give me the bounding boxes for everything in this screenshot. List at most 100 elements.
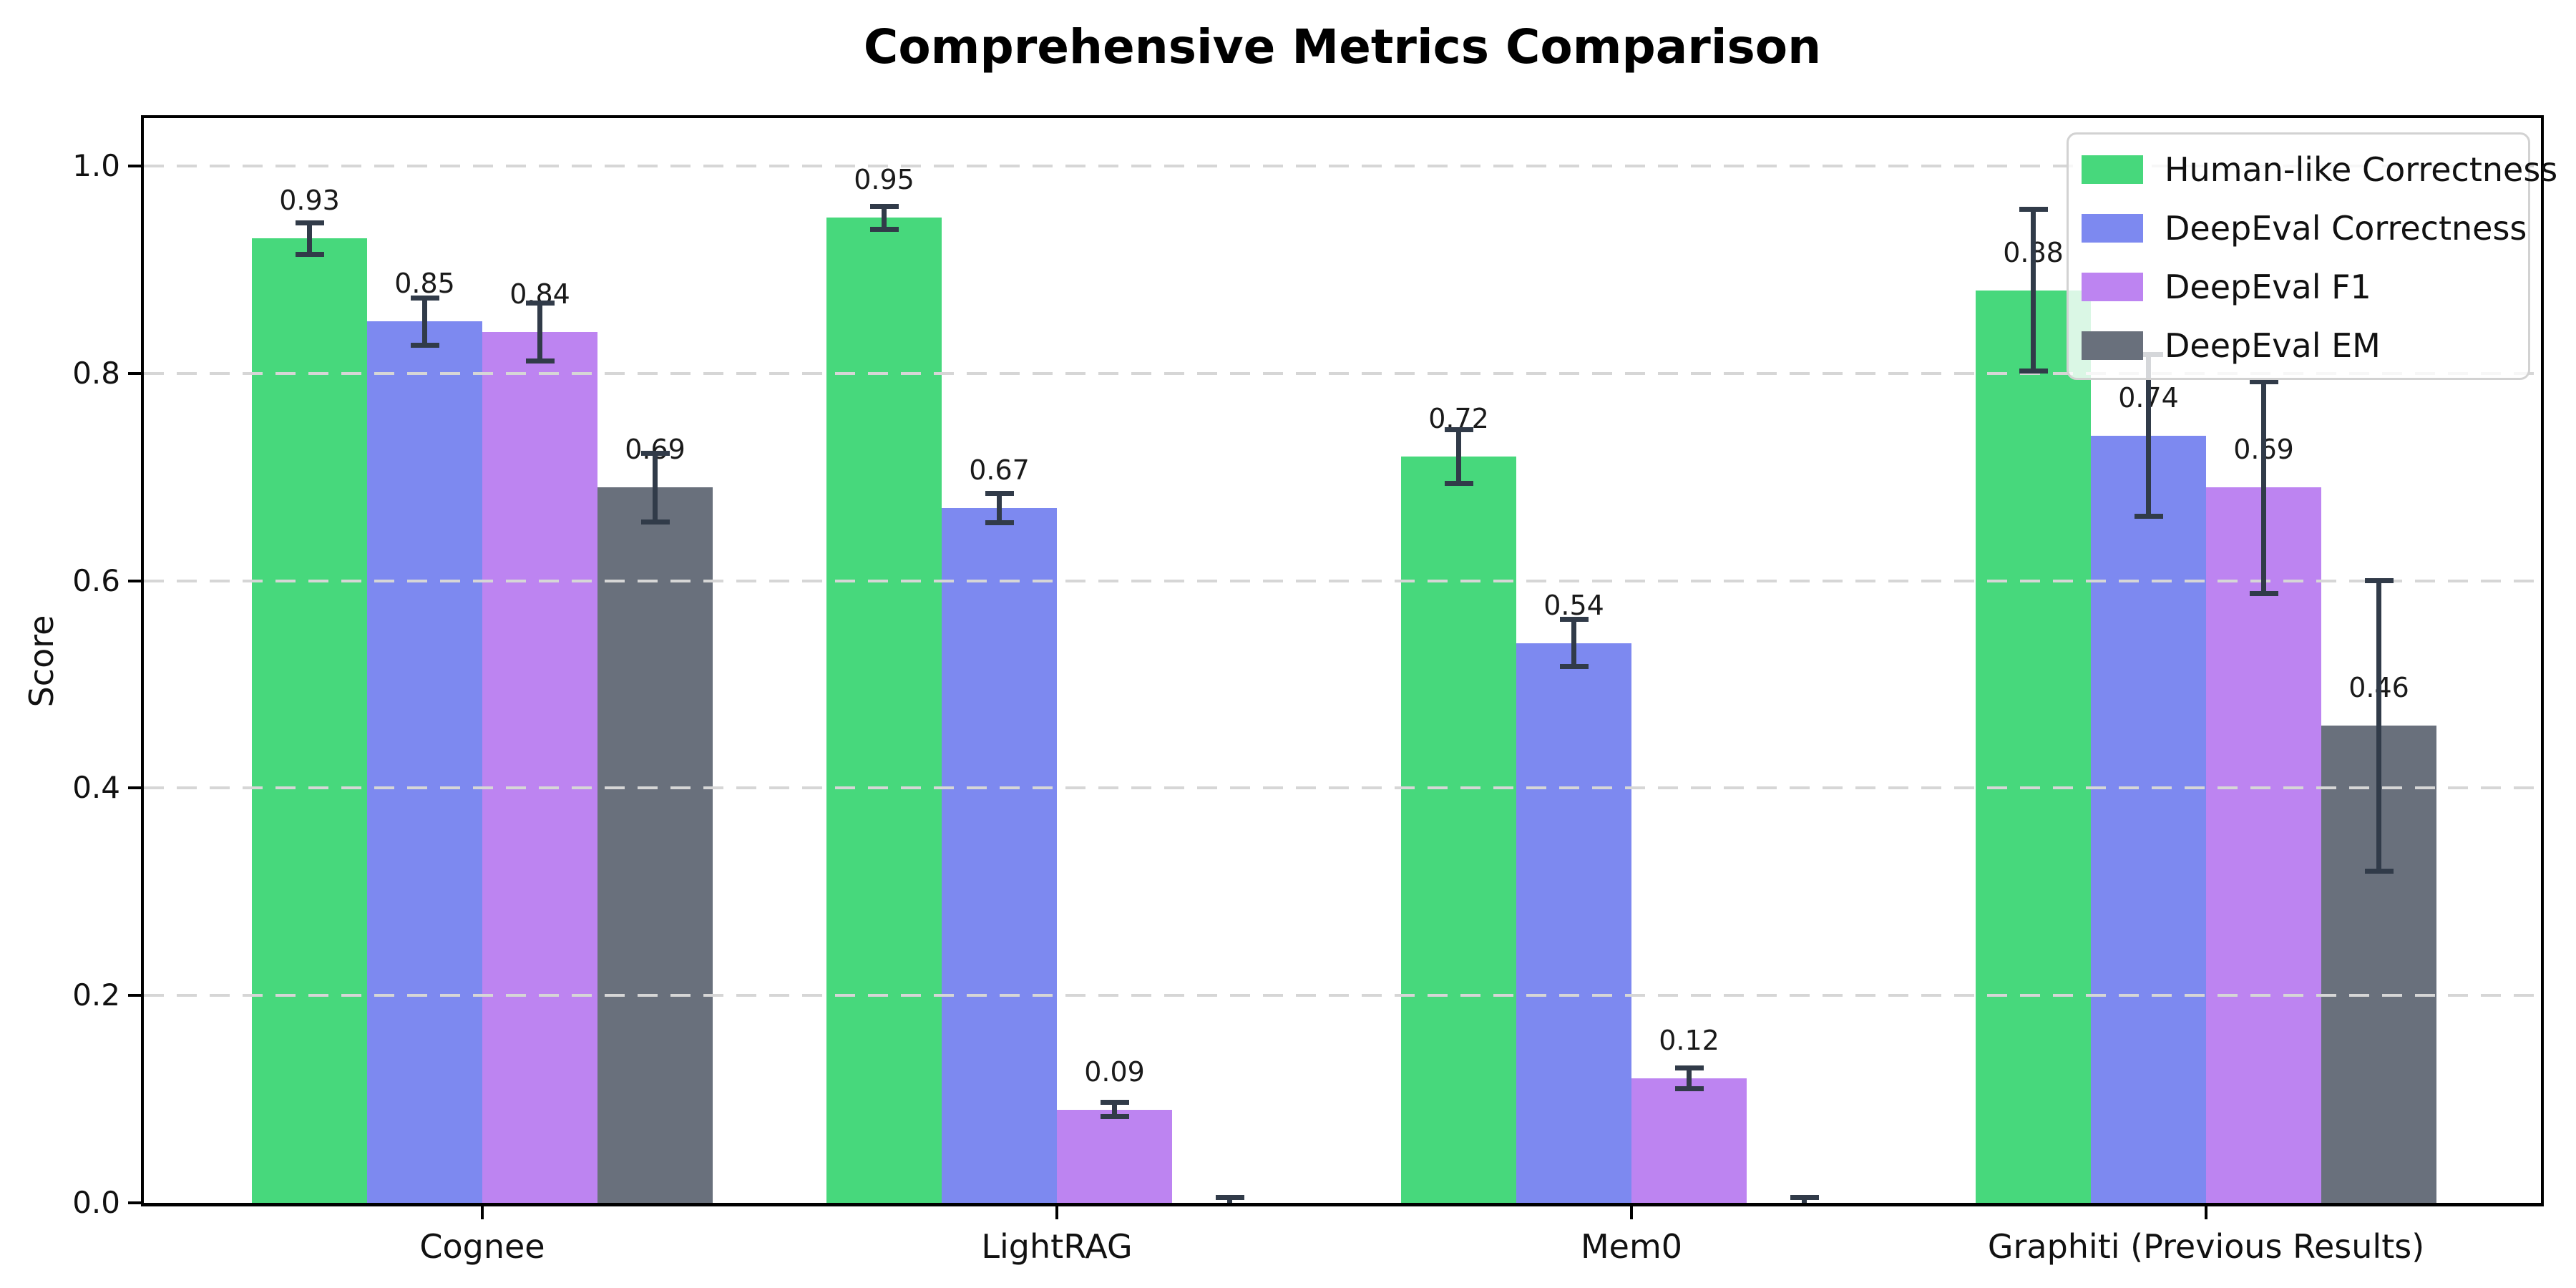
bar-value-label: 0.54 xyxy=(1543,589,1604,621)
error-bar-line xyxy=(997,493,1002,523)
error-bar-cap-bottom xyxy=(869,226,899,232)
error-bar-line xyxy=(1802,1197,1807,1203)
error-bar-cap-bottom xyxy=(2364,868,2394,874)
error-bar-cap-top xyxy=(295,220,324,226)
error-bar-cap-top xyxy=(525,300,555,306)
bar-0-1 xyxy=(826,218,942,1203)
error-bar-cap-top xyxy=(869,204,899,210)
error-bar-cap-bottom xyxy=(985,519,1014,525)
error-bar-cap-bottom xyxy=(640,519,670,525)
y-tick-label: 0.6 xyxy=(72,562,120,598)
legend-swatch-deepeval-em xyxy=(2082,331,2143,360)
error-bar-cap-bottom xyxy=(1674,1086,1704,1092)
x-tick-label-0: Cognee xyxy=(419,1227,545,1266)
error-bar-line xyxy=(422,298,427,346)
legend-label: DeepEval EM xyxy=(2165,326,2381,365)
x-tick xyxy=(481,1206,484,1219)
error-bar-line xyxy=(1571,619,1576,667)
error-bar-cap-top xyxy=(1444,426,1473,432)
y-tick xyxy=(128,786,141,790)
bar-value-label: 0.93 xyxy=(279,185,340,217)
error-bar-cap-bottom xyxy=(410,343,439,348)
y-tick xyxy=(128,371,141,375)
y-tick xyxy=(128,1201,141,1204)
error-bar-cap-bottom xyxy=(2019,369,2048,374)
legend-label: DeepEval F1 xyxy=(2165,268,2371,306)
x-tick xyxy=(1630,1206,1633,1219)
bar-0-3 xyxy=(1976,290,2091,1203)
error-bar-line xyxy=(882,206,887,230)
gridline-y-0.4 xyxy=(144,786,2541,790)
bar-value-label: 0.09 xyxy=(1084,1055,1145,1088)
legend-swatch-human-like-correctness xyxy=(2082,155,2143,184)
error-bar-line xyxy=(653,453,658,522)
error-bar-line xyxy=(537,303,542,361)
error-bar-line xyxy=(1227,1197,1232,1203)
error-bar-line xyxy=(1112,1102,1117,1117)
chart-title: Comprehensive Metrics Comparison xyxy=(863,19,1822,74)
bar-3-0 xyxy=(597,487,713,1203)
gridline-y-0.6 xyxy=(144,579,2541,582)
bar-1-2 xyxy=(1516,643,1631,1203)
error-bar-cap-bottom xyxy=(1100,1114,1129,1120)
x-tick-label-1: LightRAG xyxy=(981,1227,1133,1266)
error-bar-line xyxy=(307,223,312,255)
plot-inner: 0.930.950.720.880.850.670.540.740.840.09… xyxy=(144,118,2541,1203)
error-bar-cap-top xyxy=(410,295,439,301)
error-bar-cap-top xyxy=(1790,1195,1819,1201)
error-bar-line xyxy=(1687,1068,1692,1089)
gridline-y-0.2 xyxy=(144,994,2541,997)
x-tick xyxy=(1055,1206,1058,1219)
error-bar-cap-bottom xyxy=(1444,480,1473,486)
bar-1-3 xyxy=(2091,435,2206,1203)
y-tick-label: 0.8 xyxy=(72,355,120,391)
error-bar-cap-bottom xyxy=(295,251,324,257)
legend-row: DeepEval EM xyxy=(2069,316,2528,375)
bar-1-0 xyxy=(367,321,482,1203)
error-bar-cap-top xyxy=(2019,207,2048,213)
error-bar-cap-top xyxy=(1674,1065,1704,1071)
y-tick-label: 1.0 xyxy=(72,148,120,183)
error-bar-cap-top xyxy=(1559,616,1589,622)
y-tick xyxy=(128,165,141,167)
plot-area: 0.930.950.720.880.850.670.540.740.840.09… xyxy=(141,115,2544,1206)
y-tick xyxy=(128,579,141,582)
bar-0-0 xyxy=(252,238,367,1203)
bar-0-2 xyxy=(1401,456,1516,1203)
error-bar-line xyxy=(2146,354,2151,517)
bar-value-label: 0.12 xyxy=(1659,1025,1719,1057)
error-bar-line xyxy=(2261,381,2266,593)
error-bar-cap-bottom xyxy=(2134,514,2163,519)
gridline-y-0.8 xyxy=(144,371,2541,375)
error-bar-line xyxy=(2376,580,2381,872)
legend-swatch-deepeval-correctness xyxy=(2082,214,2143,243)
bar-value-label: 0.85 xyxy=(394,268,455,300)
legend-row: DeepEval Correctness xyxy=(2069,199,2528,258)
legend: Human-like Correctness DeepEval Correctn… xyxy=(2067,132,2557,380)
bar-2-3 xyxy=(2206,487,2321,1203)
bar-2-0 xyxy=(482,331,597,1203)
error-bar-cap-top xyxy=(1100,1099,1129,1105)
gridline-y-1 xyxy=(144,165,2541,167)
y-tick xyxy=(128,994,141,997)
x-tick-label-2: Mem0 xyxy=(1580,1227,1683,1266)
error-bar-line xyxy=(2031,209,2036,371)
legend-swatch-deepeval-f1 xyxy=(2082,273,2143,301)
y-axis-label: Score xyxy=(22,615,61,708)
error-bar-cap-top xyxy=(2364,578,2394,584)
bar-2-1 xyxy=(1057,1109,1172,1203)
legend-label: DeepEval Correctness xyxy=(2165,209,2527,248)
error-bar-cap-bottom xyxy=(1559,664,1589,670)
legend-row: Human-like Correctness xyxy=(2069,140,2557,199)
bar-2-2 xyxy=(1631,1078,1747,1203)
error-bar-cap-bottom xyxy=(2249,590,2278,596)
x-tick-label-3: Graphiti (Previous Results) xyxy=(1987,1227,2425,1266)
error-bar-cap-top xyxy=(985,491,1014,497)
error-bar-cap-top xyxy=(640,450,670,456)
y-tick-label: 0.0 xyxy=(72,1185,120,1220)
bar-1-1 xyxy=(942,508,1057,1203)
legend-label: Human-like Correctness xyxy=(2165,150,2558,189)
legend-row: DeepEval F1 xyxy=(2069,258,2528,316)
error-bar-cap-bottom xyxy=(525,358,555,364)
